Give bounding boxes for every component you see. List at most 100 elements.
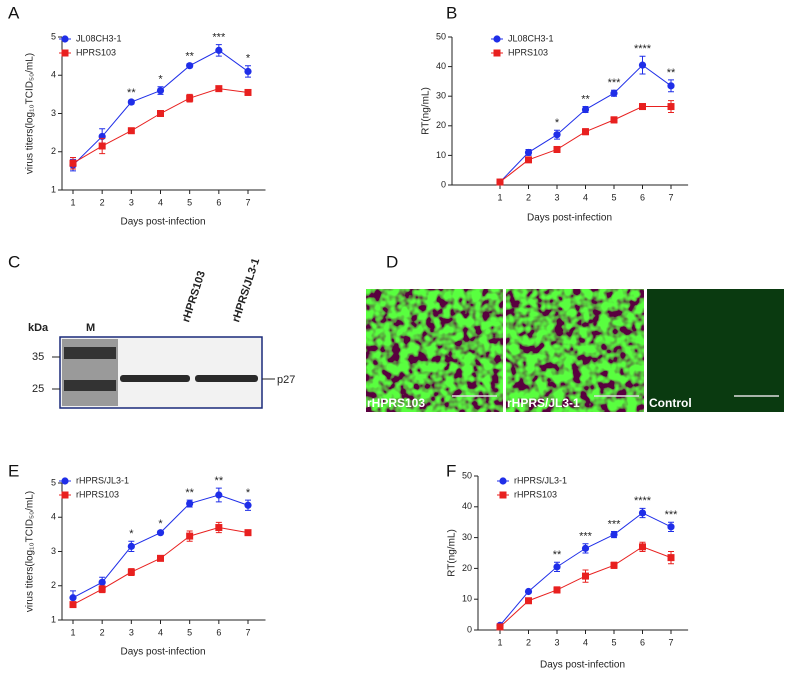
x-tick-label: 2: [526, 192, 531, 202]
y-tick-label: 3: [51, 108, 56, 118]
significance-label: *: [555, 117, 560, 129]
data-point: [186, 499, 194, 508]
marker-size: 25: [32, 383, 44, 395]
y-axis-label: virus titers(log₁₀TCID₅₀/mL): [25, 491, 36, 612]
legend-marker: [61, 477, 69, 485]
panel-letter: D: [386, 252, 398, 271]
y-tick-label: 50: [436, 31, 446, 41]
y-tick-label: 5: [51, 477, 56, 487]
y-tick-label: 40: [462, 501, 472, 511]
data-point: [69, 601, 77, 609]
legend-label: rHPRS103: [514, 489, 557, 499]
x-tick-label: 5: [187, 197, 192, 207]
data-point: [127, 127, 135, 135]
x-tick-label: 5: [187, 627, 192, 637]
y-tick-label: 50: [462, 470, 472, 480]
marker-band: [64, 380, 116, 391]
legend-label: HPRS103: [76, 47, 116, 57]
fluorescence-image: [647, 289, 784, 412]
data-point: [525, 156, 532, 164]
x-tick-label: 3: [129, 197, 134, 207]
data-point: [496, 178, 504, 186]
significance-label: **: [553, 549, 562, 561]
significance-label: **: [667, 67, 676, 79]
y-tick-label: 10: [436, 150, 446, 160]
data-point: [127, 542, 135, 550]
lane-label: rHPRS/JL3-1: [230, 257, 262, 324]
panel-letter: C: [8, 252, 20, 271]
data-point: [581, 544, 590, 552]
data-point: [667, 82, 675, 90]
x-axis-label: Days post-infection: [120, 647, 205, 658]
y-tick-label: 2: [51, 580, 56, 590]
y-tick-label: 5: [51, 31, 56, 41]
data-point: [582, 572, 589, 580]
legend-marker: [499, 477, 507, 485]
x-tick-label: 5: [611, 637, 616, 647]
series-line: [499, 106, 671, 183]
y-tick-label: 0: [467, 624, 472, 634]
significance-label: ***: [608, 518, 622, 530]
x-axis-label: Days post-infection: [120, 217, 205, 228]
legend-label: rHPRS103: [76, 489, 119, 499]
legend-label: JL08CH3-1: [76, 33, 122, 43]
unit-label: kDa: [28, 322, 49, 334]
data-point: [667, 103, 675, 111]
x-tick-label: 2: [526, 637, 531, 647]
data-point: [524, 587, 533, 596]
significance-label: *: [246, 487, 251, 499]
x-tick-label: 6: [640, 192, 645, 202]
data-point: [156, 529, 165, 537]
data-point: [525, 597, 532, 605]
panel-letter: B: [446, 3, 457, 22]
significance-label: *: [158, 518, 163, 530]
data-point: [127, 98, 135, 106]
legend-marker: [499, 491, 507, 499]
data-point: [215, 46, 223, 54]
x-tick-label: 2: [100, 197, 105, 207]
lane-label: rHPRS103: [180, 270, 208, 324]
series-line: [499, 64, 672, 183]
x-tick-label: 6: [216, 197, 221, 207]
y-tick-label: 20: [436, 120, 446, 130]
data-point: [553, 586, 561, 594]
data-point: [186, 62, 194, 70]
data-point: [553, 563, 561, 571]
x-tick-label: 4: [158, 627, 163, 637]
y-axis-label: RT(ng/mL): [421, 87, 432, 135]
x-tick-label: 1: [497, 192, 502, 202]
y-tick-label: 3: [51, 546, 56, 556]
data-point: [553, 145, 561, 153]
x-tick-label: 6: [640, 637, 645, 647]
data-point: [667, 523, 675, 531]
data-point: [98, 578, 106, 586]
data-point: [582, 128, 589, 136]
x-tick-label: 2: [100, 627, 105, 637]
series-line: [499, 546, 672, 628]
significance-label: ****: [634, 43, 652, 55]
y-tick-label: 4: [51, 70, 56, 80]
data-point: [215, 491, 223, 499]
y-tick-label: 10: [462, 594, 472, 604]
y-tick-label: 30: [462, 532, 472, 542]
legend-marker: [61, 49, 69, 57]
data-point: [244, 88, 252, 96]
image-label: Control: [649, 396, 692, 410]
data-point: [610, 561, 618, 569]
data-point: [156, 86, 165, 95]
data-point: [638, 509, 647, 517]
significance-label: **: [185, 487, 194, 499]
x-tick-label: 6: [216, 627, 221, 637]
panel-letter: A: [8, 3, 20, 22]
y-tick-label: 4: [51, 512, 56, 522]
legend-label: JL08CH3-1: [508, 33, 554, 43]
x-tick-label: 1: [70, 627, 75, 637]
data-point: [244, 67, 252, 76]
y-tick-label: 30: [436, 91, 446, 101]
image-label: rHPRS/JL3-1: [507, 396, 580, 410]
x-tick-label: 4: [583, 637, 588, 647]
x-tick-label: 7: [668, 637, 673, 647]
data-point: [610, 530, 618, 539]
significance-label: ***: [212, 32, 226, 44]
